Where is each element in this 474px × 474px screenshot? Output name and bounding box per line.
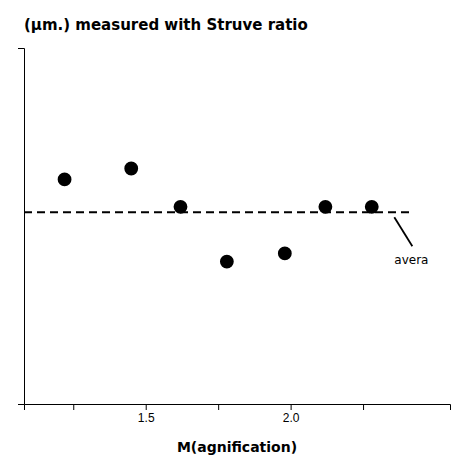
point: [58, 173, 72, 187]
x-tick-mark: [218, 404, 219, 410]
point: [318, 200, 332, 214]
x-tick-label: 2.0: [283, 411, 300, 425]
x-tick-mark: [291, 404, 292, 410]
annotation-connector: [394, 217, 412, 246]
x-tick: 1.5: [138, 404, 155, 425]
x-axis: 1.5 2.0: [25, 404, 451, 425]
point: [220, 255, 234, 269]
x-tick: [363, 404, 364, 410]
plot: 1.5 2.0 avera: [18, 49, 451, 425]
point: [124, 162, 138, 176]
x-tick: 2.0: [283, 404, 300, 425]
x-tick-mark: [73, 404, 74, 410]
title: (μm.) measured with Struve ratio: [24, 16, 308, 34]
x-tick: [73, 404, 74, 410]
point: [278, 246, 292, 260]
x-axis-title: M(agnification): [177, 439, 297, 455]
x-axis-line: [25, 405, 451, 411]
marks: [24, 162, 412, 269]
y-axis: [18, 49, 25, 405]
x-tick-mark: [146, 404, 147, 410]
annotation-text: avera: [394, 253, 428, 267]
x-tick-label: 1.5: [138, 411, 155, 425]
x-tick: [218, 404, 219, 410]
x-tick-mark: [363, 404, 364, 410]
annotation: avera: [394, 217, 428, 267]
chart: 1.5 2.0 avera (μm.) measured with Struve ra…: [0, 0, 474, 474]
point: [365, 200, 379, 214]
point: [174, 200, 188, 214]
y-axis-line: [18, 49, 25, 405]
average-line: [24, 211, 412, 213]
